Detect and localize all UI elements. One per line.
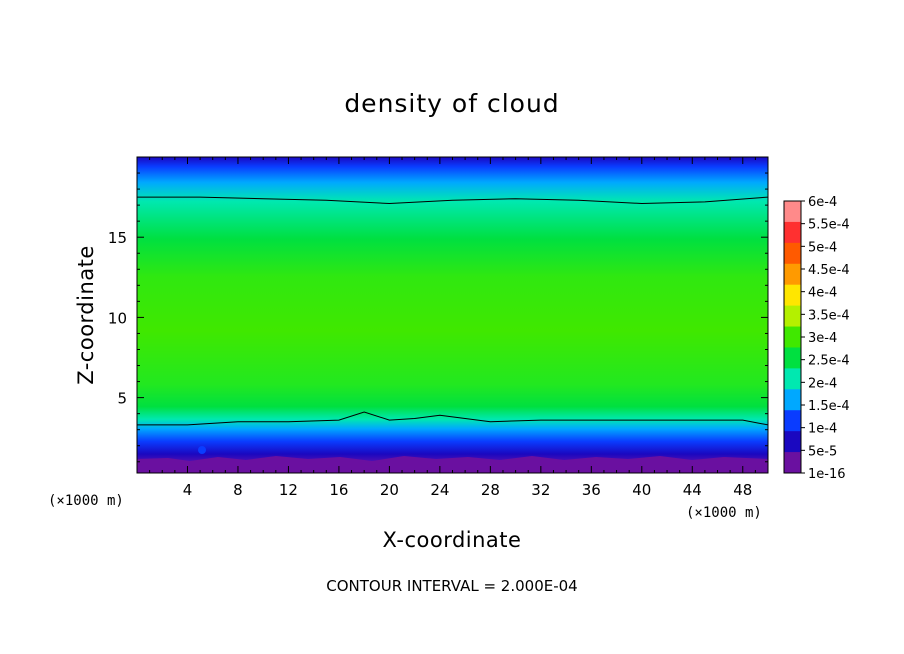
colorbar-swatch bbox=[784, 389, 801, 411]
colorbar-label: 5e-4 bbox=[808, 240, 837, 255]
x-axis: 4 8 12 16 20 24 28 32 36 40 44 48 bbox=[149, 157, 756, 499]
colorbar-swatch bbox=[784, 242, 801, 265]
contour-interval: CONTOUR INTERVAL = 2.000E-04 bbox=[326, 577, 577, 595]
x-tick-label: 32 bbox=[531, 481, 550, 499]
x-tick-label: 4 bbox=[183, 481, 193, 499]
colorbar-swatch bbox=[784, 410, 801, 432]
colorbar-swatch bbox=[784, 263, 801, 286]
colorbar-label: 1e-4 bbox=[808, 422, 837, 437]
colorbar-label: 1.5e-4 bbox=[808, 399, 850, 414]
y-axis: 5 10 15 bbox=[108, 172, 768, 463]
blue-spot bbox=[198, 446, 206, 454]
bottom-purple-band bbox=[137, 456, 768, 473]
colorbar-label: 5e-5 bbox=[808, 444, 837, 459]
plot-area bbox=[136, 156, 769, 474]
x-axis-label: X-coordinate bbox=[383, 528, 522, 552]
x-tick-label: 8 bbox=[233, 481, 243, 499]
x-unit-right: (×1000 m) bbox=[686, 505, 762, 521]
colorbar-label: 1e-16 bbox=[808, 467, 846, 482]
colorbar-swatch bbox=[784, 326, 801, 348]
colorbar-swatch bbox=[784, 201, 801, 223]
colorbar-label: 4e-4 bbox=[808, 286, 837, 301]
chart-title: density of cloud bbox=[344, 89, 559, 118]
colorbar-label: 5.5e-4 bbox=[808, 218, 850, 233]
x-tick-label: 12 bbox=[279, 481, 298, 499]
colorbar-swatch bbox=[784, 347, 801, 369]
x-tick-label: 20 bbox=[380, 481, 399, 499]
x-tick-label: 24 bbox=[430, 481, 449, 499]
x-tick-label: 48 bbox=[733, 481, 752, 499]
x-unit-left: (×1000 m) bbox=[48, 493, 124, 509]
colorbar-label: 2e-4 bbox=[808, 376, 837, 391]
x-tick-label: 36 bbox=[582, 481, 601, 499]
y-tick-label: 5 bbox=[117, 390, 127, 408]
density-field bbox=[137, 157, 768, 473]
x-tick-label: 16 bbox=[329, 481, 348, 499]
colorbar-swatch bbox=[784, 452, 801, 474]
contour-line bbox=[137, 411, 769, 426]
x-tick-label: 40 bbox=[632, 481, 651, 499]
y-axis-label: Z-coordinate bbox=[74, 245, 98, 385]
colorbar-label: 2.5e-4 bbox=[808, 354, 850, 369]
x-tick-label: 28 bbox=[481, 481, 500, 499]
colorbar-swatch bbox=[784, 284, 801, 307]
contour-lines bbox=[137, 196, 769, 426]
colorbar: 6e-4 5.5e-4 5e-4 4.5e-4 4e-4 3.5e-4 3e-4 2.5e-4… bbox=[783, 195, 850, 482]
contour-line bbox=[137, 196, 769, 205]
y-tick-label: 15 bbox=[108, 229, 127, 247]
colorbar-swatch bbox=[784, 368, 801, 390]
colorbar-swatch bbox=[784, 431, 801, 453]
colorbar-label: 3.5e-4 bbox=[808, 308, 850, 323]
colorbar-swatch bbox=[784, 221, 801, 244]
x-tick-label: 44 bbox=[683, 481, 702, 499]
y-tick-label: 10 bbox=[108, 309, 127, 327]
colorbar-label: 6e-4 bbox=[808, 195, 837, 210]
colorbar-label: 4.5e-4 bbox=[808, 263, 850, 278]
colorbar-label: 3e-4 bbox=[808, 331, 837, 346]
colorbar-swatch bbox=[784, 305, 801, 328]
